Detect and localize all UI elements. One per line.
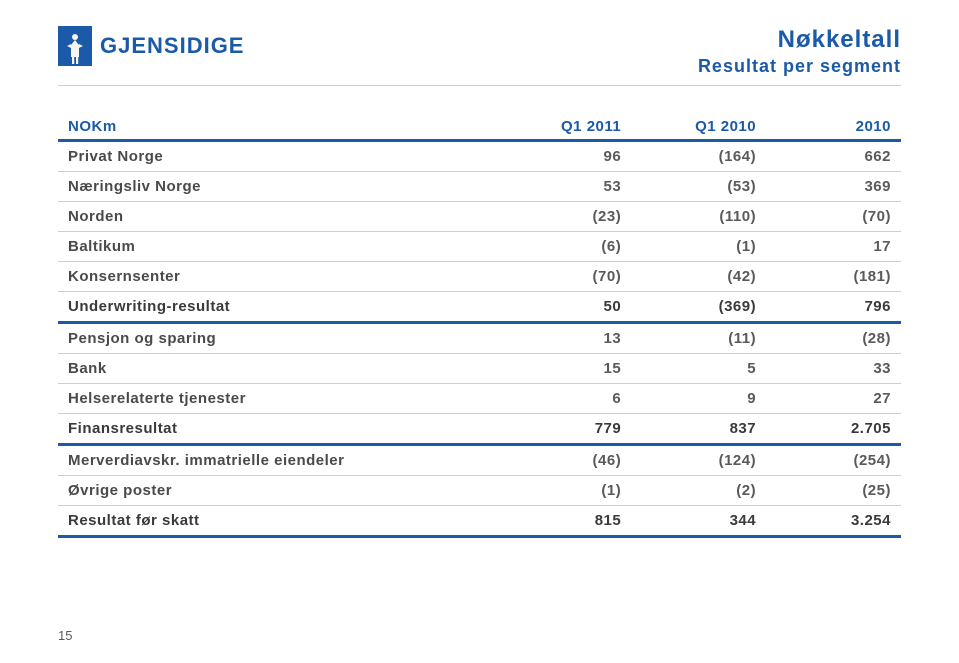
cell-q12010: 837 bbox=[631, 414, 766, 445]
cell-y2010: 662 bbox=[766, 141, 901, 172]
table-row: Næringsliv Norge53(53)369 bbox=[58, 172, 901, 202]
table-row: Øvrige poster(1)(2)(25) bbox=[58, 476, 901, 506]
cell-q12011: 815 bbox=[496, 506, 631, 537]
cell-q12010: (1) bbox=[631, 232, 766, 262]
table-row: Bank15533 bbox=[58, 354, 901, 384]
cell-q12011: (46) bbox=[496, 445, 631, 476]
cell-label: Pensjon og sparing bbox=[58, 323, 496, 354]
cell-q12011: (1) bbox=[496, 476, 631, 506]
col-header-q12011: Q1 2011 bbox=[496, 112, 631, 141]
cell-y2010: (254) bbox=[766, 445, 901, 476]
header: GJENSIDIGE Nøkkeltall Resultat per segme… bbox=[58, 26, 901, 77]
brand-logo-icon bbox=[58, 26, 92, 66]
cell-y2010: 369 bbox=[766, 172, 901, 202]
cell-q12010: 9 bbox=[631, 384, 766, 414]
cell-label: Bank bbox=[58, 354, 496, 384]
cell-q12010: (124) bbox=[631, 445, 766, 476]
table-row: Privat Norge96(164)662 bbox=[58, 141, 901, 172]
cell-y2010: 3.254 bbox=[766, 506, 901, 537]
cell-y2010: (181) bbox=[766, 262, 901, 292]
cell-q12011: (70) bbox=[496, 262, 631, 292]
table-row: Underwriting-resultat50(369)796 bbox=[58, 292, 901, 323]
cell-y2010: (70) bbox=[766, 202, 901, 232]
table-body: Privat Norge96(164)662Næringsliv Norge53… bbox=[58, 141, 901, 537]
cell-q12011: 96 bbox=[496, 141, 631, 172]
cell-q12010: (2) bbox=[631, 476, 766, 506]
page-subtitle: Resultat per segment bbox=[698, 56, 901, 77]
header-divider bbox=[58, 85, 901, 86]
cell-y2010: 2.705 bbox=[766, 414, 901, 445]
cell-label: Merverdiavskr. immatrielle eiendeler bbox=[58, 445, 496, 476]
table-row: Finansresultat7798372.705 bbox=[58, 414, 901, 445]
cell-q12010: (369) bbox=[631, 292, 766, 323]
cell-q12010: (110) bbox=[631, 202, 766, 232]
cell-y2010: 796 bbox=[766, 292, 901, 323]
cell-label: Norden bbox=[58, 202, 496, 232]
cell-label: Næringsliv Norge bbox=[58, 172, 496, 202]
page-title: Nøkkeltall bbox=[698, 26, 901, 54]
table-row: Merverdiavskr. immatrielle eiendeler(46)… bbox=[58, 445, 901, 476]
cell-q12011: 15 bbox=[496, 354, 631, 384]
cell-q12010: (42) bbox=[631, 262, 766, 292]
col-header-label: NOKm bbox=[58, 112, 496, 141]
cell-q12011: 779 bbox=[496, 414, 631, 445]
cell-label: Finansresultat bbox=[58, 414, 496, 445]
page-number: 15 bbox=[58, 628, 72, 643]
cell-q12010: 344 bbox=[631, 506, 766, 537]
cell-q12011: 6 bbox=[496, 384, 631, 414]
cell-y2010: 17 bbox=[766, 232, 901, 262]
col-header-2010: 2010 bbox=[766, 112, 901, 141]
table-row: Helserelaterte tjenester6927 bbox=[58, 384, 901, 414]
cell-label: Privat Norge bbox=[58, 141, 496, 172]
cell-label: Resultat før skatt bbox=[58, 506, 496, 537]
cell-y2010: (25) bbox=[766, 476, 901, 506]
table-header-row: NOKm Q1 2011 Q1 2010 2010 bbox=[58, 112, 901, 141]
cell-q12011: (23) bbox=[496, 202, 631, 232]
cell-label: Underwriting-resultat bbox=[58, 292, 496, 323]
cell-q12011: 13 bbox=[496, 323, 631, 354]
slide-page: GJENSIDIGE Nøkkeltall Resultat per segme… bbox=[0, 0, 959, 663]
table-row: Konsernsenter(70)(42)(181) bbox=[58, 262, 901, 292]
col-header-q12010: Q1 2010 bbox=[631, 112, 766, 141]
cell-q12010: 5 bbox=[631, 354, 766, 384]
brand-logo: GJENSIDIGE bbox=[58, 26, 244, 66]
cell-q12010: (53) bbox=[631, 172, 766, 202]
table-row: Resultat før skatt8153443.254 bbox=[58, 506, 901, 537]
cell-label: Konsernsenter bbox=[58, 262, 496, 292]
cell-label: Øvrige poster bbox=[58, 476, 496, 506]
table-row: Pensjon og sparing13(11)(28) bbox=[58, 323, 901, 354]
cell-y2010: 33 bbox=[766, 354, 901, 384]
cell-y2010: 27 bbox=[766, 384, 901, 414]
brand-logo-text: GJENSIDIGE bbox=[100, 33, 244, 59]
cell-label: Helserelaterte tjenester bbox=[58, 384, 496, 414]
segment-results-table: NOKm Q1 2011 Q1 2010 2010 Privat Norge96… bbox=[58, 112, 901, 538]
table-row: Baltikum(6)(1)17 bbox=[58, 232, 901, 262]
cell-label: Baltikum bbox=[58, 232, 496, 262]
cell-q12011: 50 bbox=[496, 292, 631, 323]
table-row: Norden(23)(110)(70) bbox=[58, 202, 901, 232]
cell-y2010: (28) bbox=[766, 323, 901, 354]
page-title-block: Nøkkeltall Resultat per segment bbox=[698, 26, 901, 77]
cell-q12011: 53 bbox=[496, 172, 631, 202]
cell-q12010: (11) bbox=[631, 323, 766, 354]
cell-q12011: (6) bbox=[496, 232, 631, 262]
cell-q12010: (164) bbox=[631, 141, 766, 172]
